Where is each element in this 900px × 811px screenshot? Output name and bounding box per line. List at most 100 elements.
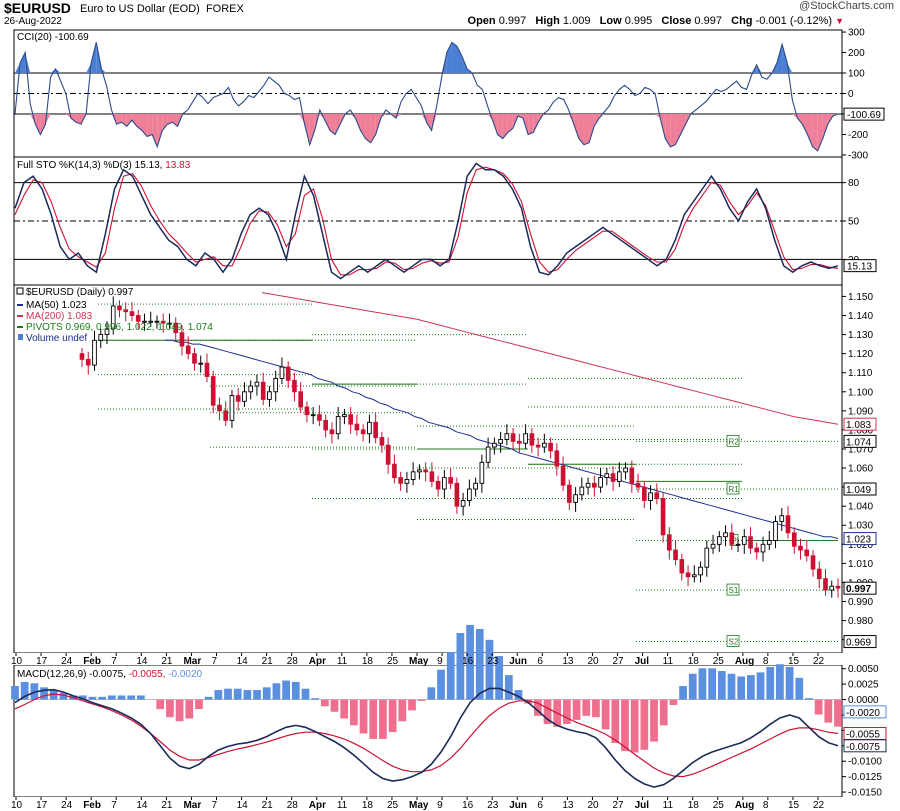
pivot-tag-s1: S1: [729, 586, 739, 595]
macd-histogram-bar: [659, 699, 668, 726]
cci-overbought-fill: [777, 44, 783, 74]
cci-overbought-fill: [451, 42, 457, 74]
x-axis-label: 8: [763, 800, 769, 811]
x-axis-label: 28: [287, 800, 299, 811]
candle-body: [267, 391, 272, 400]
macd-last-label: -0.0075: [846, 742, 880, 753]
cci-oversold-fill: [380, 113, 386, 119]
candle-body: [254, 381, 260, 387]
macd-histogram-bar: [253, 690, 261, 700]
x-axis-label: 24: [61, 656, 73, 667]
macd-histogram-bar: [340, 699, 349, 719]
legend-candle-swatch: [16, 287, 24, 295]
x-axis-label: 21: [161, 656, 173, 667]
candle-body: [467, 488, 472, 501]
candle-body: [560, 465, 566, 486]
candle-body: [85, 358, 91, 366]
macd-histogram-bar: [563, 699, 571, 724]
macd-last-label-box: [843, 739, 887, 753]
macd-panel-frame: [13, 664, 843, 798]
macd-histogram-bar: [824, 699, 833, 723]
x-axis-label: 21: [262, 656, 274, 667]
pivot-tag-box: [726, 635, 740, 647]
macd-histogram-bar: [611, 699, 620, 743]
x-axis-label: Feb: [83, 800, 101, 811]
macd-histogram-bar: [350, 699, 358, 726]
macd-histogram-bar: [11, 685, 19, 700]
candle-body: [129, 311, 135, 316]
candle-body: [235, 395, 241, 402]
macd-histogram-bar: [59, 692, 68, 700]
cci-oversold-fill: [162, 113, 168, 131]
candle-body: [816, 568, 822, 580]
price-last-label-box: [843, 635, 877, 649]
candle-body: [217, 404, 222, 412]
x-axis-label: 10: [11, 800, 23, 811]
macd-histogram-bar: [301, 688, 310, 700]
candle-body: [210, 376, 216, 406]
macd-last-label: -0.0020: [846, 708, 880, 719]
macd-histogram-bar: [601, 699, 610, 730]
cci-overbought-fill: [782, 44, 788, 74]
price-ytick-label: 1.150: [848, 292, 873, 303]
x-axis-label: 9: [437, 800, 443, 811]
candle-body: [691, 574, 697, 578]
candle-body: [654, 492, 660, 500]
macd-histogram-bar: [524, 699, 533, 704]
cci-oversold-fill: [812, 113, 818, 151]
x-axis-label: 27: [613, 800, 625, 811]
macd-histogram-bar: [776, 664, 784, 700]
cci-oversold-fill: [329, 113, 336, 135]
candle-body: [791, 532, 797, 547]
cci-oversold-fill: [675, 113, 681, 145]
cci-oversold-fill: [121, 113, 127, 127]
ma50-legend-label: MA(50) 1.023: [26, 300, 87, 311]
price-panel-frame: [13, 284, 843, 654]
x-axis-label: Apr: [309, 656, 326, 667]
x-axis-label: 14: [237, 656, 249, 667]
cci-last-value-box: [843, 107, 885, 121]
price-last-label-box: [843, 482, 877, 496]
macd-ytick-label: 0.0050: [848, 664, 879, 675]
candle-body: [323, 419, 328, 431]
candle-body: [810, 555, 816, 570]
candle-body: [573, 494, 578, 503]
sto-d-line: [14, 166, 839, 276]
x-axis-label: 18: [688, 800, 700, 811]
chart-header: $EURUSD Euro to US Dollar (EOD) FOREX 26…: [0, 0, 900, 28]
macd-histogram-bar: [291, 681, 300, 700]
price-ytick-label: 1.060: [848, 464, 873, 475]
cci-legend: CCI(20) -100.69: [17, 32, 89, 43]
cci-ytick-label: -300: [848, 150, 868, 161]
candle-body: [623, 467, 628, 473]
candle-body: [754, 547, 760, 553]
macd-histogram-bar: [456, 633, 465, 700]
candle-body: [679, 559, 685, 574]
candle-body: [698, 566, 703, 576]
candle-body: [173, 322, 179, 334]
price-last-label: 0.969: [846, 638, 871, 649]
candle-body: [298, 391, 304, 408]
x-axis-label: 23: [487, 800, 499, 811]
price-last-label: 1.074: [846, 437, 871, 448]
candle-body: [229, 395, 235, 421]
price-ytick-label: 0.990: [848, 597, 873, 608]
ohlc-readout: Open 0.997 High 1.009 Low 0.995 Close 0.…: [468, 15, 844, 27]
price-legend: $EURUSD (Daily) 0.997 MA(50) 1.023MA(200)…: [16, 287, 213, 344]
x-axis-label: 6: [537, 800, 543, 811]
candle-body: [385, 444, 391, 465]
candle-body: [242, 391, 247, 402]
cci-oversold-fill: [670, 113, 676, 147]
macd-histogram-bar: [834, 699, 842, 727]
macd-histogram-bar: [805, 698, 813, 700]
instrument-name: Euro to US Dollar (EOD): [80, 3, 200, 15]
macd-histogram-bar: [746, 675, 755, 700]
macd-histogram-bar: [243, 690, 252, 700]
candle-body: [548, 442, 553, 452]
candle-body: [167, 322, 172, 325]
cci-oversold-fill: [116, 113, 122, 125]
x-axis-label: Jul: [635, 800, 650, 811]
macd-last-label-box: [843, 705, 887, 719]
candle-body: [492, 442, 497, 448]
macd-histogram-bar: [572, 699, 581, 720]
